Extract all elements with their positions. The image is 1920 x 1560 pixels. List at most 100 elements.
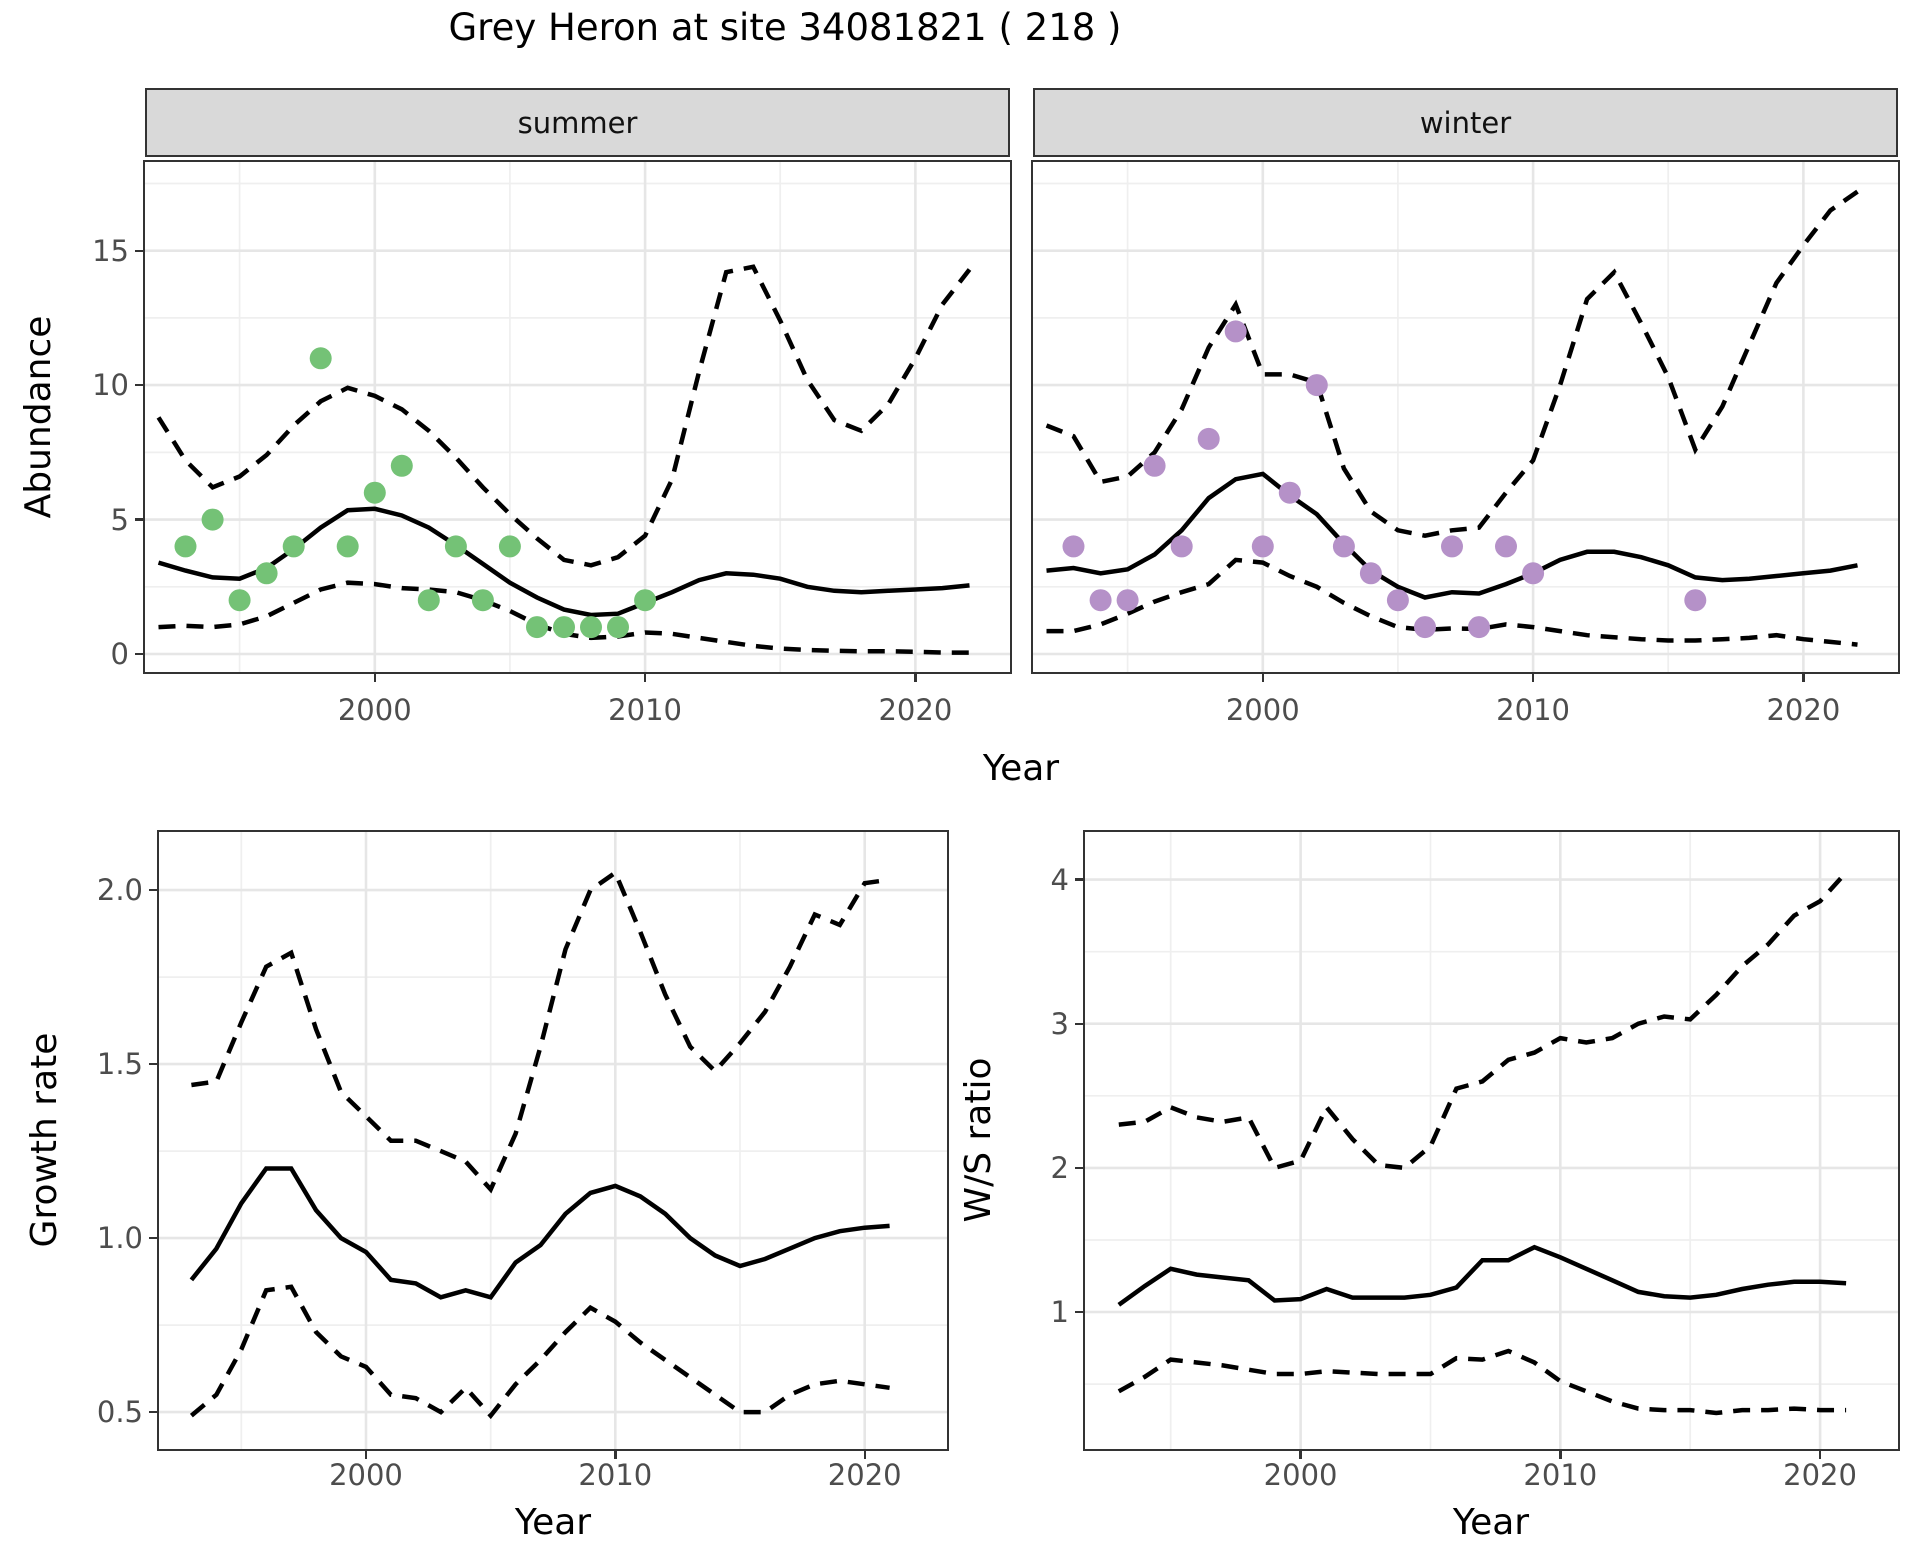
winter-abundance-x-tick — [1802, 674, 1805, 682]
summer-abundance-x-tick-label: 2010 — [608, 693, 682, 727]
summer-abundance-point — [336, 535, 359, 558]
summer-abundance-point — [471, 589, 494, 612]
summer-abundance-y-tick-label: 15 — [92, 233, 129, 268]
growth-rate-x-tick-label: 2000 — [329, 1458, 403, 1492]
growth-rate-y-tick-label: 0.5 — [96, 1395, 143, 1430]
winter-abundance-point — [1278, 481, 1301, 504]
summer-abundance-point — [417, 589, 440, 612]
summer-abundance-y-tick — [135, 518, 143, 521]
ws-ratio-x-tick — [1818, 1451, 1822, 1459]
summer-abundance-point — [553, 616, 575, 639]
summer-abundance-x-tick — [643, 674, 647, 682]
growth-rate-lower-ci-line — [189, 1284, 890, 1420]
summer-abundance-y-tick-label: 10 — [92, 368, 129, 403]
summer-abundance-upper-ci-line — [156, 264, 972, 568]
ws-ratio-x-tick-label: 2010 — [1523, 1458, 1598, 1492]
summer-abundance-y-tick-label: 0 — [110, 636, 129, 671]
summer-abundance-point — [390, 454, 413, 477]
ws-ratio-y-tick-label: 4 — [1050, 862, 1069, 897]
summer-abundance-point — [607, 616, 629, 639]
winter-abundance-point — [1062, 535, 1085, 558]
ws-ratio-chart — [1085, 832, 1898, 1449]
winter-abundance-point — [1495, 535, 1517, 558]
winter-abundance-mean-line — [1046, 471, 1858, 600]
summer-abundance-point — [580, 616, 602, 639]
summer-abundance-point — [282, 535, 305, 558]
panel-summer-abundance — [143, 160, 1012, 674]
panel-ws-ratio — [1083, 830, 1900, 1451]
winter-abundance-point — [1251, 535, 1274, 558]
growth-rate-x-tick-label: 2020 — [827, 1458, 902, 1492]
winter-abundance-point — [1414, 616, 1436, 639]
summer-abundance-point — [255, 562, 278, 585]
summer-abundance-chart — [145, 162, 1010, 672]
summer-abundance-point — [174, 535, 197, 558]
winter-abundance-point — [1305, 374, 1328, 397]
ws-ratio-y-tick — [1075, 878, 1083, 881]
ws-ratio-x-tick-label: 2000 — [1263, 1458, 1338, 1492]
winter-abundance-point — [1143, 454, 1166, 477]
facet-strip-winter: winter — [1033, 88, 1898, 157]
winter-abundance-point — [1468, 616, 1490, 639]
ws-ratio-x-tick-label: 2020 — [1783, 1458, 1857, 1492]
ws-ratio-y-tick-label: 3 — [1050, 1006, 1069, 1041]
ws-ratio-x-tick — [1299, 1451, 1302, 1459]
summer-abundance-point — [228, 589, 251, 612]
winter-abundance-point — [1116, 589, 1139, 612]
summer-abundance-y-tick — [135, 249, 143, 252]
ws-ratio-y-tick — [1075, 1166, 1083, 1170]
ws-ratio-y-tick — [1075, 1310, 1083, 1314]
winter-abundance-point — [1386, 589, 1409, 612]
panel-growth-rate — [157, 830, 949, 1451]
abundance-axis-title: Abundance — [18, 315, 59, 519]
growth-rate-axis-title: Growth rate — [24, 1032, 65, 1248]
winter-abundance-point — [1197, 427, 1220, 450]
growth-rate-y-tick — [149, 888, 157, 892]
growth-rate-y-tick — [149, 1410, 157, 1414]
winter-abundance-point — [1332, 535, 1355, 558]
summer-abundance-x-tick-label: 2020 — [878, 693, 953, 727]
ws-ratio-upper-ci-line — [1118, 870, 1848, 1171]
facet-strip-summer-label: summer — [517, 105, 638, 140]
summer-abundance-point — [444, 535, 467, 558]
growth-rate-x-tick — [863, 1451, 866, 1459]
top-year-axis-title: Year — [982, 748, 1060, 789]
winter-abundance-lower-ci-line — [1046, 557, 1858, 647]
winter-abundance-x-tick-label: 2010 — [1496, 693, 1570, 727]
winter-abundance-upper-ci-line — [1045, 189, 1859, 538]
ws-ratio-mean-line — [1117, 1244, 1847, 1307]
winter-abundance-chart — [1033, 162, 1898, 672]
winter-abundance-point — [1522, 562, 1545, 585]
summer-abundance-point — [634, 589, 657, 612]
ws-ratio-y-tick-label: 2 — [1050, 1150, 1069, 1185]
panel-winter-abundance — [1031, 160, 1900, 674]
growth-rate-mean-line — [189, 1166, 890, 1300]
facet-strip-summer: summer — [145, 88, 1010, 157]
winter-abundance-point — [1359, 562, 1382, 585]
ws-ratio-axis-title: W/S ratio — [958, 1057, 999, 1223]
facet-strip-winter-label: winter — [1419, 105, 1512, 140]
winter-abundance-x-tick-label: 2000 — [1225, 693, 1300, 727]
summer-abundance-x-tick — [373, 674, 376, 682]
growth-rate-y-tick — [149, 1062, 157, 1066]
ws-ratio-y-tick-label: 1 — [1050, 1295, 1069, 1330]
winter-abundance-point — [1170, 535, 1193, 558]
growth-rate-y-tick — [149, 1236, 157, 1240]
growth-rate-upper-ci-line — [191, 869, 890, 1194]
summer-abundance-y-tick — [135, 383, 143, 387]
growth-rate-y-tick-label: 1.0 — [96, 1221, 143, 1256]
summer-abundance-x-tick-label: 2000 — [337, 693, 412, 727]
ws-ratio-lower-ci-line — [1117, 1348, 1847, 1416]
summer-abundance-y-tick — [135, 652, 143, 656]
growth-year-axis-title: Year — [514, 1502, 592, 1543]
summer-abundance-point — [363, 481, 386, 504]
winter-abundance-point — [1089, 589, 1112, 612]
growth-rate-x-tick-label: 2010 — [578, 1458, 653, 1492]
growth-rate-x-tick — [364, 1451, 368, 1459]
winter-abundance-x-tick — [1531, 674, 1535, 682]
growth-rate-chart — [159, 832, 947, 1449]
ws-ratio-x-tick — [1559, 1451, 1562, 1459]
summer-abundance-y-tick-label: 5 — [110, 502, 129, 537]
summer-abundance-point — [498, 535, 521, 558]
